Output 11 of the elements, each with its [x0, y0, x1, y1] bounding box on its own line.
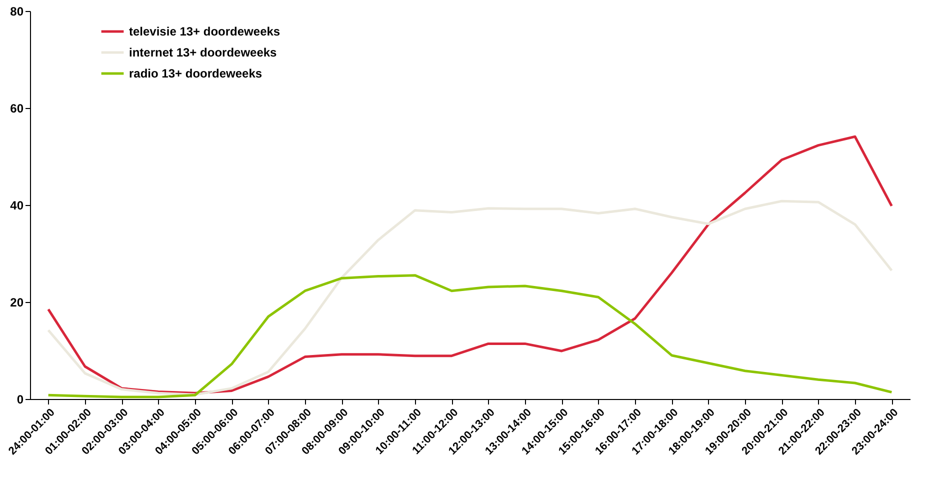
y-tick-label: 40 [10, 198, 24, 212]
line-series [47, 274, 893, 398]
y-tick-label: 20 [10, 296, 24, 310]
legend-label: radio 13+ doordeweeks [129, 66, 262, 80]
legend-label: televisie 13+ doordeweeks [129, 24, 280, 38]
y-tick-label: 0 [16, 392, 24, 406]
line-series [47, 200, 893, 396]
line-series [47, 135, 893, 394]
y-tick-label: 60 [10, 102, 24, 116]
legend-label: internet 13+ doordeweeks [129, 46, 278, 60]
y-tick-label: 80 [10, 4, 24, 18]
